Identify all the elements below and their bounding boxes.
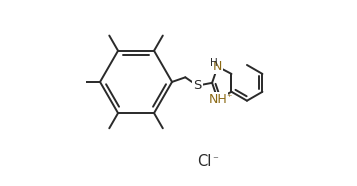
Text: ⁻: ⁻	[213, 155, 218, 165]
Text: ⁺: ⁺	[226, 93, 232, 103]
Text: S: S	[193, 79, 201, 92]
Text: H: H	[210, 58, 218, 68]
Text: N: N	[213, 60, 222, 73]
Text: Cl: Cl	[197, 154, 212, 169]
Text: NH: NH	[208, 93, 227, 106]
